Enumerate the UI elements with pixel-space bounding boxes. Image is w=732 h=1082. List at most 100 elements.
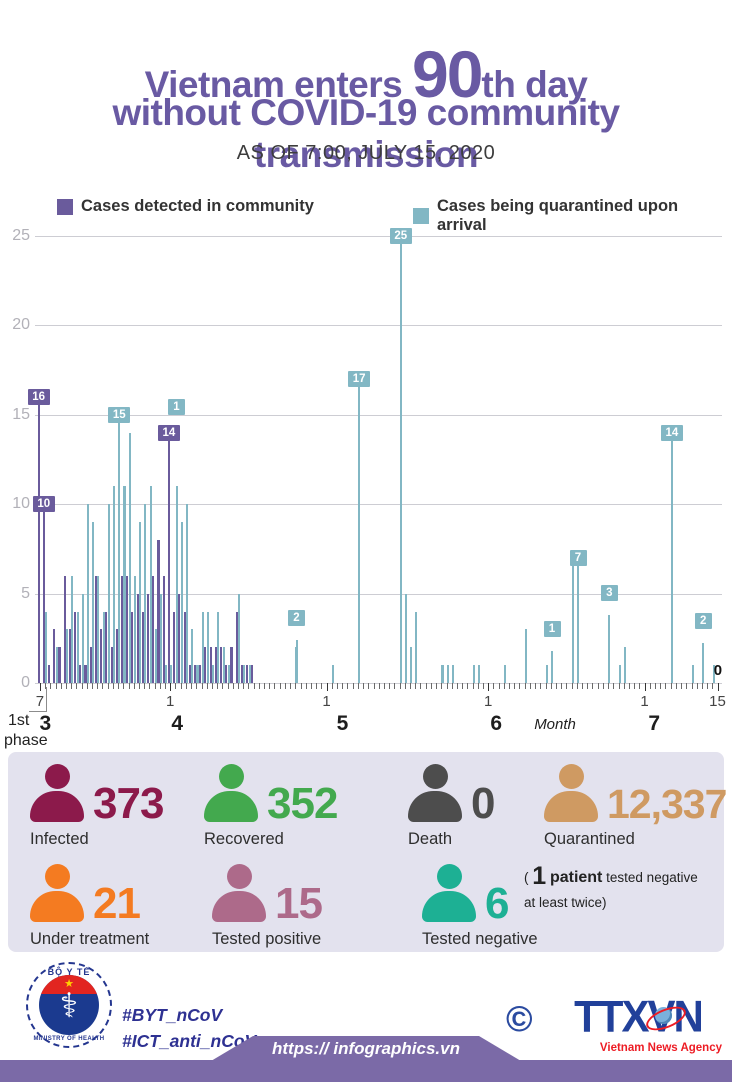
moh-top-text: BỘ Y TẾ: [47, 967, 91, 977]
community-bar: [105, 611, 108, 683]
moh-emblem: ★ ⚕: [39, 975, 99, 1035]
x-tick: [582, 683, 583, 689]
x-tick: [45, 683, 47, 689]
note-rest: tested negative: [606, 870, 698, 885]
x-tick-label: 15: [709, 693, 726, 710]
quarantine-bar: [618, 665, 621, 683]
page-title-line1: Vietnam enters 90th day: [0, 36, 732, 112]
community-bar: [42, 504, 45, 683]
x-tick: [493, 683, 495, 689]
x-tick: [86, 683, 88, 689]
community-bar: [162, 575, 165, 683]
quarantine-bar: [102, 611, 105, 683]
quarantine-bar: [71, 575, 74, 683]
legend-item-community: Cases detected in community: [57, 197, 314, 216]
quarantine-bar: [670, 432, 673, 683]
quarantine-bar: [222, 647, 225, 683]
x-tick: [347, 683, 349, 689]
x-tick: [112, 683, 114, 689]
x-tick: [618, 683, 620, 689]
legend-item-quarantine: Cases being quarantined upon arrival: [413, 197, 732, 235]
title-big-number: 90: [412, 37, 483, 111]
bar-value-label: 14: [660, 424, 683, 441]
stat-death: 0 Death: [408, 764, 496, 849]
quarantine-bar: [410, 647, 413, 683]
community-bar: [89, 647, 92, 683]
quarantine-bar: [123, 486, 126, 683]
quarantine-bar: [576, 557, 580, 683]
quarantine-bar: [201, 611, 204, 683]
community-bar: [188, 665, 191, 683]
quarantine-bar: [139, 522, 142, 683]
x-tick: [97, 683, 99, 689]
x-tick: [389, 683, 391, 689]
x-tick: [123, 683, 125, 689]
x-tick: [545, 683, 547, 689]
x-tick: [92, 683, 93, 689]
x-tick: [576, 683, 578, 689]
x-tick: [342, 683, 344, 689]
x-tick: [571, 683, 573, 689]
quarantine-bar: [504, 665, 507, 683]
month-label: 7: [648, 712, 661, 735]
bottom-bar: [0, 1060, 732, 1082]
x-tick: [456, 683, 458, 689]
community-bar: [173, 611, 176, 683]
url-ribbon: https:// infographics.vn: [211, 1036, 521, 1061]
x-tick: [712, 683, 714, 689]
x-tick: [217, 683, 219, 689]
quarantine-bar: [404, 593, 408, 683]
x-tick: [305, 683, 307, 689]
moh-flag: [39, 975, 99, 994]
x-tick: [540, 683, 542, 689]
x-tick: [686, 683, 688, 689]
x-tick: [587, 683, 589, 689]
quarantine-bar: [154, 629, 157, 683]
quarantine-bar: [165, 665, 168, 683]
community-bar: [110, 647, 113, 683]
stat-label: Recovered: [204, 830, 284, 848]
moh-bottom-text: MINISTRY OF HEALTH: [33, 1036, 105, 1042]
x-tick: [165, 683, 166, 689]
community-bar: [136, 593, 139, 683]
x-tick: [138, 683, 140, 689]
x-tick: [284, 683, 286, 689]
x-tick: [509, 683, 510, 689]
x-tick: [378, 683, 380, 689]
annotation-stem: [608, 614, 611, 630]
bar-value-label: 1: [543, 620, 561, 637]
x-tick: [310, 683, 312, 689]
quarantine-bar: [524, 629, 527, 683]
x-tick: [107, 683, 109, 689]
x-tick: [76, 683, 78, 689]
y-axis-label: 5: [21, 584, 30, 602]
x-tick: [326, 683, 328, 691]
quarantine-bar: [358, 379, 361, 683]
star-icon: ★: [64, 978, 74, 990]
x-tick: [211, 683, 213, 689]
quarantine-bar: [149, 486, 152, 683]
x-tick: [717, 683, 719, 691]
quarantine-bar: [107, 504, 110, 683]
quarantine-bar: [113, 486, 116, 683]
bar-value-label: 2: [288, 609, 305, 626]
x-tick: [535, 683, 537, 689]
x-tick: [404, 683, 406, 689]
y-axis-label: 0: [21, 674, 30, 691]
x-tick: [170, 683, 172, 691]
x-tick: [65, 683, 67, 689]
quarantine-bar: [97, 575, 100, 683]
x-tick: [436, 683, 437, 689]
gridline-20: [35, 325, 722, 327]
quarantine-bar: [243, 665, 246, 683]
x-tick: [352, 683, 354, 689]
quarantine-bar: [451, 665, 454, 683]
stat-label: Infected: [30, 830, 89, 848]
gridline-10: [35, 504, 722, 506]
stat-label: Tested positive: [212, 930, 322, 948]
quarantine-bar: [92, 522, 95, 683]
y-axis-label: 15: [12, 405, 30, 423]
quarantine-bar: [196, 665, 199, 683]
x-tick: [649, 683, 651, 689]
quarantine-bar: [76, 611, 79, 683]
